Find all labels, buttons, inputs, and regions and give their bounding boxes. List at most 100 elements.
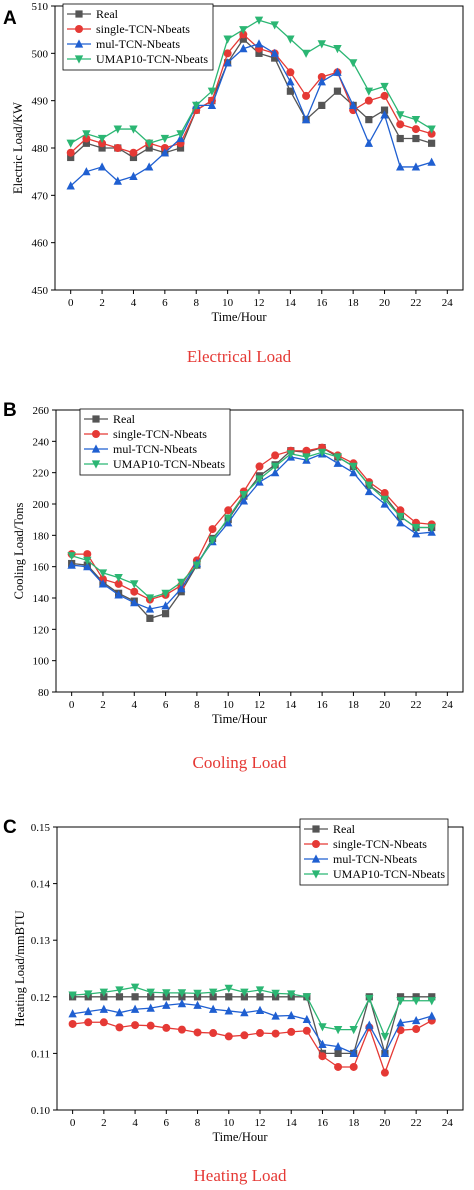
data-point bbox=[380, 91, 389, 100]
data-point bbox=[287, 990, 296, 999]
data-point bbox=[271, 54, 279, 62]
data-point bbox=[333, 453, 342, 462]
data-point bbox=[427, 997, 436, 1006]
data-point bbox=[225, 993, 233, 1001]
data-point bbox=[271, 989, 280, 999]
y-tick-label: 460 bbox=[32, 238, 49, 250]
data-point bbox=[302, 446, 311, 455]
x-tick-label: 24 bbox=[442, 699, 454, 711]
data-point bbox=[380, 1032, 390, 1042]
panel-letter: B bbox=[3, 400, 17, 421]
data-point bbox=[114, 590, 123, 599]
data-point bbox=[84, 990, 93, 999]
data-point bbox=[349, 1062, 358, 1071]
data-point bbox=[130, 587, 139, 596]
x-tick-label: 22 bbox=[411, 1117, 422, 1129]
x-tick-label: 14 bbox=[286, 1117, 298, 1129]
data-point bbox=[99, 1004, 109, 1013]
data-point bbox=[270, 48, 279, 57]
data-point bbox=[427, 157, 436, 166]
legend-entry: mul-TCN-Nbeats bbox=[113, 442, 197, 456]
x-tick-label: 10 bbox=[222, 297, 234, 309]
y-tick-label: 240 bbox=[33, 436, 50, 448]
x-tick-label: 14 bbox=[285, 297, 297, 309]
x-tick-label: 20 bbox=[379, 1117, 391, 1129]
data-point bbox=[427, 1011, 436, 1020]
data-point bbox=[113, 144, 122, 152]
data-point bbox=[255, 986, 265, 995]
panel-letter: C bbox=[3, 817, 17, 838]
x-tick-label: 12 bbox=[254, 699, 265, 711]
x-tick-label: 6 bbox=[162, 297, 168, 309]
x-tick-label: 20 bbox=[379, 297, 391, 309]
data-point bbox=[364, 96, 373, 105]
data-point bbox=[177, 998, 187, 1008]
panel-caption: Heating Load bbox=[194, 1166, 287, 1185]
data-point bbox=[98, 139, 107, 148]
data-point bbox=[318, 1052, 327, 1061]
data-point bbox=[114, 579, 123, 588]
x-tick-label: 18 bbox=[348, 1117, 360, 1129]
legend-marker bbox=[75, 25, 83, 33]
data-point bbox=[130, 598, 139, 607]
y-tick-label: 490 bbox=[32, 96, 49, 108]
data-point bbox=[256, 1029, 264, 1038]
legend-marker bbox=[312, 825, 320, 833]
data-point bbox=[302, 91, 311, 100]
data-point bbox=[287, 1027, 296, 1036]
legend-marker bbox=[74, 55, 84, 64]
data-point bbox=[146, 1021, 155, 1030]
data-point bbox=[334, 1062, 343, 1071]
data-point bbox=[380, 1068, 389, 1077]
x-tick-label: 4 bbox=[131, 297, 137, 309]
data-point bbox=[317, 77, 326, 86]
x-tick-label: 24 bbox=[442, 297, 454, 309]
data-point bbox=[333, 458, 342, 467]
data-point bbox=[83, 550, 92, 559]
data-point bbox=[255, 462, 264, 471]
data-point bbox=[380, 106, 389, 114]
data-point bbox=[396, 120, 405, 129]
legend-marker bbox=[311, 870, 321, 879]
data-point bbox=[349, 1048, 358, 1057]
data-point bbox=[333, 45, 342, 54]
data-point bbox=[396, 993, 405, 1001]
y-axis-label: Electric Load/KW bbox=[11, 102, 25, 194]
data-point bbox=[115, 1008, 124, 1017]
x-tick-label: 24 bbox=[442, 1117, 454, 1129]
data-point bbox=[224, 1006, 233, 1015]
data-point bbox=[129, 148, 138, 157]
data-point bbox=[364, 486, 374, 496]
x-tick-label: 2 bbox=[99, 297, 105, 309]
x-tick-label: 2 bbox=[101, 1117, 107, 1129]
series-line bbox=[71, 453, 432, 610]
legend-entry: Real bbox=[96, 7, 119, 21]
y-tick-label: 0.12 bbox=[31, 992, 50, 1004]
data-point bbox=[162, 1000, 171, 1009]
data-point bbox=[207, 87, 217, 96]
x-tick-label: 22 bbox=[410, 297, 421, 309]
x-tick-label: 0 bbox=[68, 297, 74, 309]
data-point bbox=[129, 153, 138, 162]
data-point bbox=[160, 144, 169, 152]
x-tick-label: 0 bbox=[70, 1117, 76, 1129]
x-tick-label: 2 bbox=[100, 699, 106, 711]
legend: Realsingle-TCN-Nbeatsmul-TCN-NbeatsUMAP1… bbox=[62, 3, 214, 71]
y-tick-label: 480 bbox=[32, 143, 49, 155]
data-point bbox=[145, 594, 155, 603]
x-tick-label: 16 bbox=[317, 1117, 329, 1129]
data-point bbox=[82, 130, 91, 139]
y-tick-label: 120 bbox=[33, 624, 50, 636]
data-point bbox=[364, 481, 374, 490]
legend-entry: mul-TCN-Nbeats bbox=[333, 852, 417, 866]
data-point bbox=[365, 116, 373, 124]
data-point bbox=[380, 110, 389, 119]
data-point bbox=[66, 139, 75, 148]
data-point bbox=[223, 58, 232, 67]
data-point bbox=[396, 1026, 405, 1035]
x-tick-label: 10 bbox=[223, 699, 235, 711]
data-point bbox=[146, 1003, 155, 1012]
x-tick-label: 14 bbox=[285, 699, 297, 711]
data-point bbox=[144, 139, 154, 148]
data-point bbox=[411, 116, 421, 125]
